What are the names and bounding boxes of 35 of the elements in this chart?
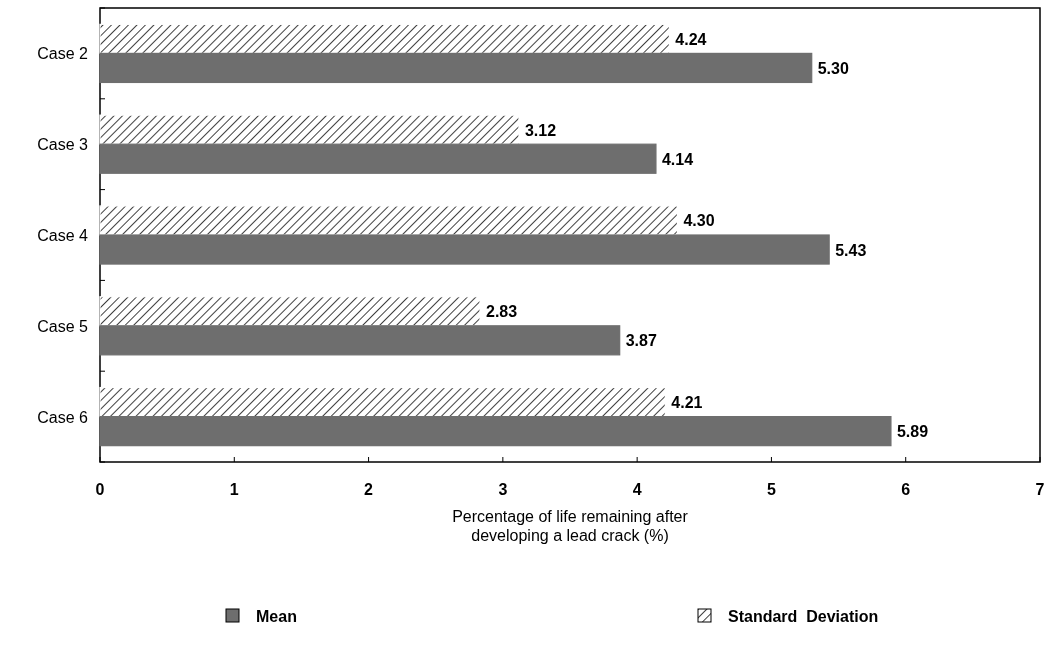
data-label: 4.14 <box>661 150 694 168</box>
data-label: 3.12 <box>524 121 557 139</box>
bar <box>99 296 481 327</box>
x-axis-title: Percentage of life remaining after developing a lead crack (%) <box>452 508 689 544</box>
data-label: 5.30 <box>817 59 849 77</box>
bar <box>99 205 679 236</box>
x-tick-label: 7 <box>1035 481 1045 498</box>
bar <box>99 114 520 145</box>
y-tick-label: Case 6 <box>37 408 89 426</box>
legend-label: Standard Deviation <box>728 608 879 625</box>
data-label: 4.24 <box>675 30 707 48</box>
x-tick-label: 3 <box>498 481 508 498</box>
data-label: 5.89 <box>896 423 929 441</box>
bar <box>99 143 657 174</box>
bar <box>99 234 830 265</box>
bar <box>99 386 666 418</box>
x-tick-label: 4 <box>632 481 642 498</box>
y-tick-label: Case 5 <box>37 317 89 335</box>
x-tick-label: 2 <box>364 481 374 498</box>
x-tick-label: 5 <box>766 481 776 498</box>
legend-label: Mean <box>256 608 297 625</box>
y-tick-label: Case 2 <box>37 45 89 63</box>
x-tick-label: 0 <box>95 481 105 498</box>
data-label: 3.87 <box>625 332 657 350</box>
y-tick-label: Case 4 <box>37 227 89 244</box>
bar <box>99 325 621 356</box>
x-tick-label: 6 <box>901 481 911 498</box>
data-label: 4.30 <box>683 212 715 230</box>
bar <box>99 52 813 84</box>
data-label: 2.83 <box>486 303 518 321</box>
x-tick-label: 1 <box>229 481 239 498</box>
bar <box>99 416 892 447</box>
data-label: 4.21 <box>671 394 703 412</box>
data-label: 5.43 <box>835 241 867 259</box>
y-tick-label: Case 3 <box>37 136 89 154</box>
